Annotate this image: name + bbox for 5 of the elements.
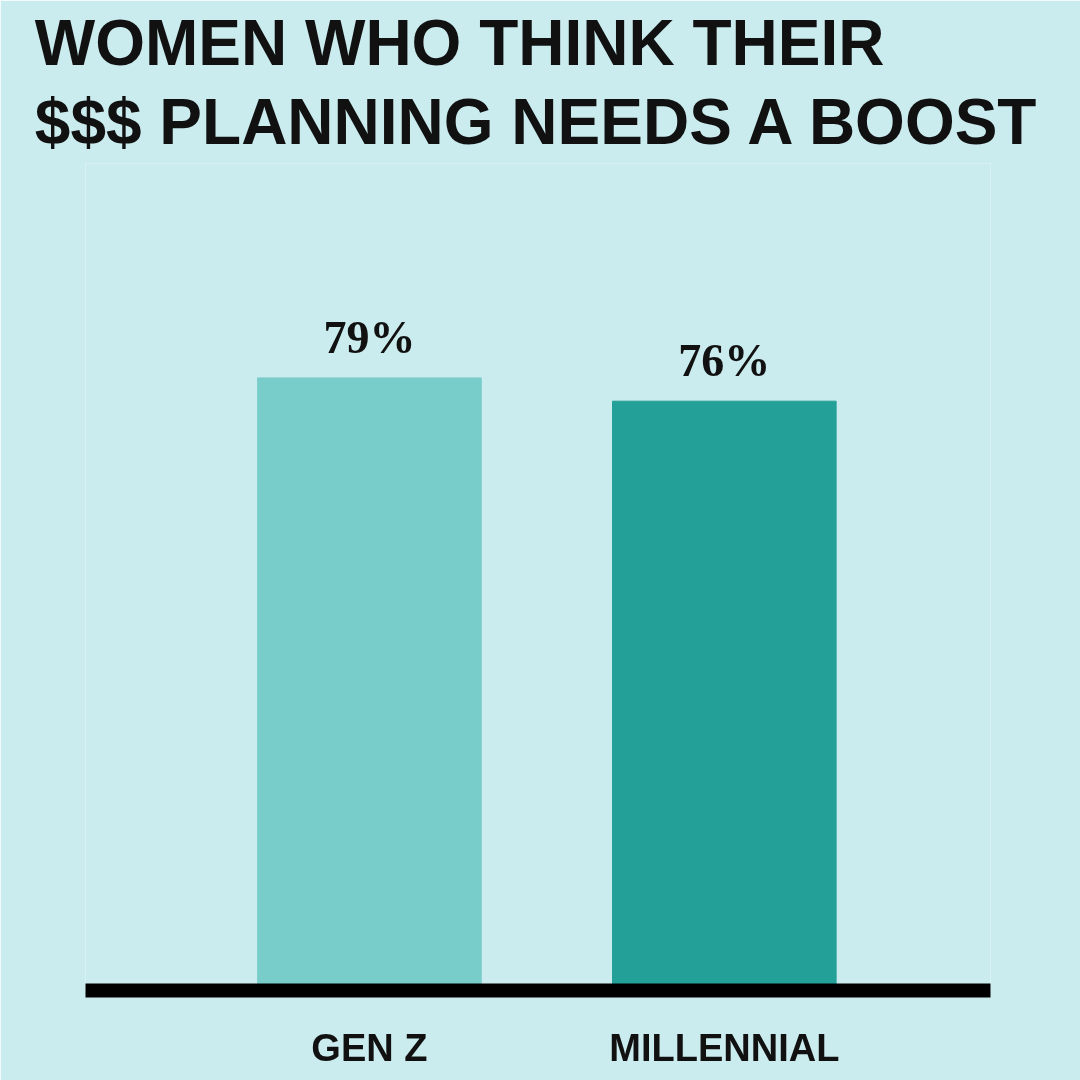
x-tick-label: MILLENNIAL — [609, 1026, 840, 1069]
data-label: 79% — [323, 311, 416, 363]
data-label: 76% — [678, 335, 771, 387]
chart-title: WOMEN WHO THINK THEIR $$$ PLANNING NEEDS A BOOST — [34, 7, 1037, 159]
x-tick-label: GEN Z — [311, 1026, 428, 1069]
